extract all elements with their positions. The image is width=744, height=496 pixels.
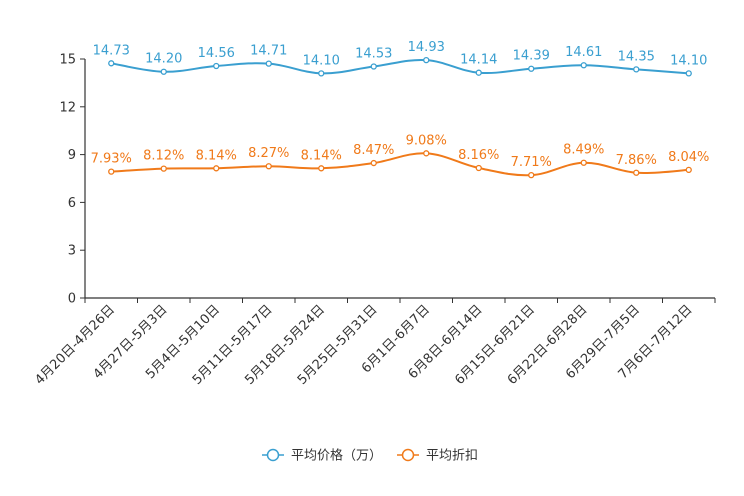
- y-tick-label: 6: [68, 196, 76, 211]
- data-label: 14.71: [250, 44, 287, 59]
- legend: 平均价格（万） 平均折扣: [262, 448, 478, 464]
- data-label: 8.49%: [563, 143, 604, 158]
- y-tick-label: 9: [68, 148, 76, 163]
- data-point[interactable]: [213, 62, 220, 70]
- data-label: 14.73: [93, 43, 130, 58]
- legend-marker-icon: [266, 448, 280, 462]
- data-point[interactable]: [528, 172, 535, 179]
- x-axis: 4月20日-4月26日4月27日-5月3日5月4日-5月10日5月11日-5月1…: [32, 297, 716, 388]
- data-point[interactable]: [265, 163, 272, 170]
- data-label: 7.86%: [616, 153, 657, 168]
- data-label: 8.16%: [458, 148, 499, 163]
- data-point[interactable]: [423, 150, 430, 157]
- data-point[interactable]: [265, 60, 272, 67]
- data-label: 14.14: [460, 53, 497, 68]
- series-1: 14.73 14.20 14.56 14.71 14.10 14.53 14.93 14.14…: [93, 40, 707, 77]
- data-point[interactable]: [160, 68, 167, 75]
- data-label: 9.08%: [406, 133, 447, 148]
- y-tick-label: 15: [59, 53, 76, 68]
- data-label: 14.10: [670, 53, 707, 68]
- y-tick-label: 0: [68, 292, 76, 307]
- data-point[interactable]: [633, 169, 640, 176]
- data-point[interactable]: [685, 166, 692, 174]
- data-label: 14.93: [408, 40, 445, 55]
- legend-item-2[interactable]: 平均折扣: [397, 449, 478, 464]
- series-line: [111, 152, 689, 177]
- data-label: 8.27%: [248, 146, 289, 161]
- data-label: 8.04%: [668, 150, 709, 165]
- series-2: 7.93% 8.12% 8.14% 8.27% 8.14% 8.47% 9.08% 8.16%…: [91, 133, 709, 179]
- data-point[interactable]: [318, 70, 325, 77]
- data-point[interactable]: [475, 164, 482, 172]
- series-line: [111, 58, 689, 75]
- data-label: 7.71%: [511, 155, 552, 170]
- data-point[interactable]: [580, 62, 587, 69]
- y-axis: 0 3 6 9 12 15: [59, 53, 86, 307]
- data-label: 14.35: [618, 49, 655, 64]
- data-point[interactable]: [685, 70, 692, 77]
- data-label: 14.61: [565, 45, 602, 60]
- data-point[interactable]: [318, 165, 325, 172]
- data-label: 14.10: [303, 53, 340, 68]
- series-layer: 14.73 14.20 14.56 14.71 14.10 14.53 14.93 14.14…: [91, 40, 709, 179]
- legend-label: 平均价格（万）: [291, 448, 382, 464]
- data-label: 14.20: [145, 52, 182, 67]
- data-label: 14.53: [355, 46, 392, 61]
- legend-label: 平均折扣: [426, 449, 478, 464]
- data-point[interactable]: [633, 66, 640, 73]
- data-point[interactable]: [580, 159, 587, 166]
- legend-marker-icon: [401, 448, 415, 462]
- data-label: 8.12%: [143, 149, 184, 164]
- data-point[interactable]: [108, 60, 115, 67]
- data-label: 14.39: [513, 49, 550, 64]
- data-point[interactable]: [528, 65, 535, 72]
- data-label: 8.47%: [353, 143, 394, 158]
- data-point[interactable]: [475, 69, 482, 76]
- data-point[interactable]: [108, 168, 115, 175]
- legend-item-1[interactable]: 平均价格（万）: [262, 448, 382, 464]
- data-point[interactable]: [213, 165, 220, 172]
- data-point[interactable]: [370, 63, 377, 70]
- y-tick-label: 3: [68, 244, 76, 259]
- data-label: 8.14%: [196, 148, 237, 163]
- data-point[interactable]: [160, 165, 167, 172]
- data-point[interactable]: [423, 56, 430, 64]
- y-tick-label: 12: [59, 100, 76, 115]
- data-label: 14.56: [198, 46, 235, 61]
- data-label: 8.14%: [301, 148, 342, 163]
- data-point[interactable]: [370, 159, 377, 167]
- data-label: 7.93%: [91, 152, 132, 167]
